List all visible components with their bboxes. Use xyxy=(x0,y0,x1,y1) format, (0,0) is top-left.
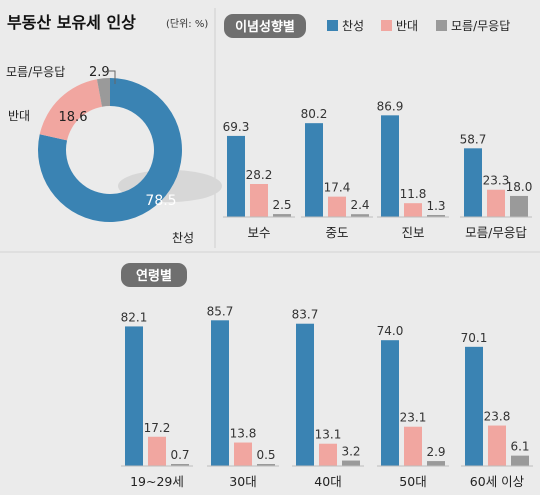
ideology-bar-oppose-3 xyxy=(487,189,505,217)
age-bar-oppose-1 xyxy=(234,442,252,466)
donut-chart xyxy=(37,78,222,223)
ideology-value-label-favor-0: 69.3 xyxy=(223,120,250,134)
ideology-value-label-dunno-3: 18.0 xyxy=(506,180,533,194)
legend-label-dunno: 모름/무응답 xyxy=(451,19,510,33)
age-category-label-4: 60세 이상 xyxy=(470,474,525,489)
ideology-category-label-2: 진보 xyxy=(401,225,424,240)
ideology-bar-favor-3 xyxy=(464,148,482,217)
donut-slice-oppose xyxy=(39,79,103,141)
donut-label-dunno-value: 2.9 xyxy=(89,65,110,80)
donut-label-oppose-value: 18.6 xyxy=(59,110,88,125)
age-bar-favor-2 xyxy=(296,323,314,466)
donut-slice-dunno xyxy=(96,78,110,107)
ideology-value-label-favor-2: 86.9 xyxy=(377,99,404,113)
age-bar-oppose-4 xyxy=(488,425,506,466)
age-value-label-dunno-4: 6.1 xyxy=(510,440,529,454)
age-bar-favor-0 xyxy=(125,326,143,466)
ideology-bar-oppose-2 xyxy=(404,203,422,217)
ideology-value-label-favor-1: 80.2 xyxy=(301,107,328,121)
age-bar-dunno-1 xyxy=(257,464,275,466)
age-value-label-dunno-1: 0.5 xyxy=(256,448,275,462)
ideology-bar-dunno-0 xyxy=(273,214,291,217)
ideology-bar-favor-1 xyxy=(305,123,323,217)
donut-leader-line xyxy=(107,70,116,84)
age-category-label-1: 30대 xyxy=(229,474,256,489)
age-bar-oppose-3 xyxy=(404,426,422,466)
age-bar-oppose-0 xyxy=(148,436,166,466)
legend-label-oppose: 반대 xyxy=(396,19,418,33)
age-bar-dunno-2 xyxy=(342,460,360,466)
age-value-label-favor-1: 85.7 xyxy=(207,304,234,318)
ideology-value-label-favor-3: 58.7 xyxy=(460,132,487,146)
ideology-bar-dunno-2 xyxy=(427,215,445,217)
ideology-badge-label: 이념성향별 xyxy=(235,19,295,35)
age-bar-dunno-3 xyxy=(427,461,445,466)
age-category-label-3: 50대 xyxy=(399,474,426,489)
donut-label-favor-name: 찬성 xyxy=(172,230,194,245)
ideology-value-label-dunno-1: 2.4 xyxy=(350,198,369,212)
ideology-value-label-oppose-0: 28.2 xyxy=(246,168,273,182)
age-bar-dunno-4 xyxy=(511,455,529,466)
age-value-label-oppose-2: 13.1 xyxy=(315,428,342,442)
age-bar-favor-3 xyxy=(381,340,399,466)
age-category-label-2: 40대 xyxy=(314,474,341,489)
age-value-label-oppose-0: 17.2 xyxy=(144,421,171,435)
legend-swatch-oppose xyxy=(381,20,392,31)
age-bar-oppose-2 xyxy=(319,443,337,466)
donut-slice-favor xyxy=(37,78,183,223)
ideology-bar-oppose-0 xyxy=(250,184,268,217)
ideology-category-label-0: 보수 xyxy=(247,225,270,240)
age-badge-label: 연령별 xyxy=(136,268,172,284)
donut-label-oppose-name: 반대 xyxy=(8,109,30,123)
ideology-category-label-1: 중도 xyxy=(325,225,348,240)
age-value-label-favor-0: 82.1 xyxy=(121,310,148,324)
age-bar-dunno-0 xyxy=(171,464,189,466)
legend-swatch-dunno xyxy=(436,20,447,31)
legend-swatch-favor xyxy=(327,20,338,31)
unit-label: (단위: %) xyxy=(166,17,208,30)
age-value-label-favor-3: 74.0 xyxy=(377,324,404,338)
ideology-badge xyxy=(224,14,306,38)
age-value-label-favor-2: 83.7 xyxy=(292,308,319,322)
age-value-label-oppose-1: 13.8 xyxy=(230,427,257,441)
age-value-label-dunno-3: 2.9 xyxy=(426,445,445,459)
age-value-label-dunno-2: 3.2 xyxy=(341,445,360,459)
ideology-bar-favor-0 xyxy=(227,135,245,217)
legend-label-favor: 찬성 xyxy=(342,18,364,33)
age-value-label-oppose-4: 23.8 xyxy=(484,410,511,424)
ideology-bar-dunno-1 xyxy=(351,214,369,217)
ideology-value-label-dunno-2: 1.3 xyxy=(426,199,445,213)
ideology-value-label-dunno-0: 2.5 xyxy=(272,198,291,212)
donut-label-dunno-name: 모름/무응답 xyxy=(6,65,65,79)
ideology-bar-oppose-1 xyxy=(328,196,346,217)
ideology-value-label-oppose-1: 17.4 xyxy=(324,181,351,195)
donut-label-favor-value: 78.5 xyxy=(145,193,176,209)
ideology-value-label-oppose-2: 11.8 xyxy=(400,187,427,201)
age-value-label-oppose-3: 23.1 xyxy=(400,411,427,425)
age-bar-favor-4 xyxy=(465,346,483,466)
ideology-category-label-3: 모름/무응답 xyxy=(465,225,527,240)
age-value-label-dunno-0: 0.7 xyxy=(170,448,189,462)
ideology-value-label-oppose-3: 23.3 xyxy=(483,174,510,188)
age-badge xyxy=(121,263,187,287)
ideology-bar-dunno-3 xyxy=(510,195,528,217)
page-title: 부동산 보유세 인상 xyxy=(7,13,136,32)
ideology-bar-favor-2 xyxy=(381,115,399,217)
age-category-label-0: 19~29세 xyxy=(130,474,184,489)
ideology-bar-chart: 69.3 28.2 2.5보수 80.2 17.4 2.4중도 86.9 11.81.3진보 5… xyxy=(223,99,533,240)
age-bar-favor-1 xyxy=(211,320,229,466)
age-value-label-favor-4: 70.1 xyxy=(461,331,488,345)
